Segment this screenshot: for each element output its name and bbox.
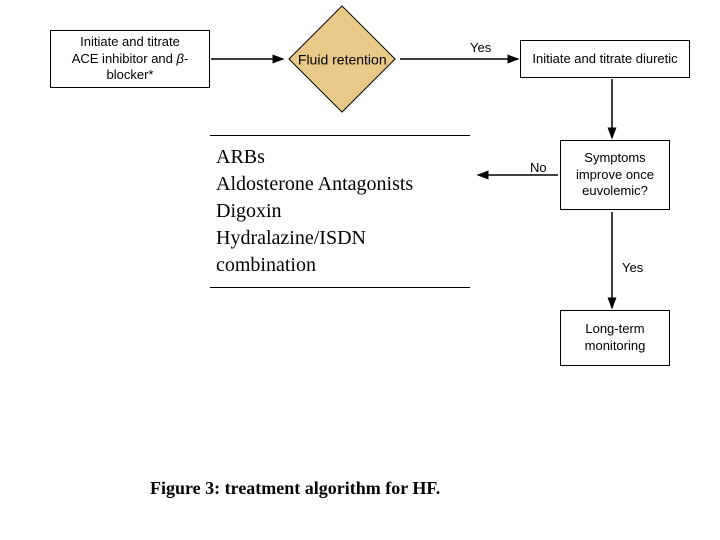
monitor-l2: monitoring — [585, 338, 646, 353]
decision-text: Fluid retention — [298, 51, 387, 67]
symptoms-l3: euvolemic? — [582, 183, 648, 198]
symptoms-l2: improve once — [576, 167, 654, 182]
therapy-0: ARBs — [216, 144, 464, 171]
edge-label-yes1: Yes — [470, 40, 491, 55]
symptoms-l1: Symptoms — [584, 150, 645, 165]
start-line1: Initiate and titrate — [80, 34, 180, 49]
therapy-2: Digoxin — [216, 198, 464, 225]
node-start: Initiate and titrate ACE inhibitor and β… — [50, 30, 210, 88]
node-symptoms: Symptoms improve once euvolemic? — [560, 140, 670, 210]
diuretic-text: Initiate and titrate diuretic — [532, 51, 677, 68]
therapies-list: ARBs Aldosterone Antagonists Digoxin Hyd… — [210, 135, 470, 288]
monitor-text: Long-term monitoring — [585, 321, 646, 355]
therapy-3: Hydralazine/ISDN combination — [216, 225, 464, 279]
node-decision: Fluid retention — [288, 5, 395, 112]
therapy-1: Aldosterone Antagonists — [216, 171, 464, 198]
monitor-l1: Long-term — [585, 321, 644, 336]
node-monitor: Long-term monitoring — [560, 310, 670, 366]
symptoms-text: Symptoms improve once euvolemic? — [576, 150, 654, 201]
figure-caption: Figure 3: treatment algorithm for HF. — [150, 478, 440, 499]
edge-label-no: No — [530, 160, 547, 175]
start-line2-prefix: ACE inhibitor and — [72, 51, 177, 66]
start-beta: β — [177, 51, 184, 66]
node-start-text: Initiate and titrate ACE inhibitor and β… — [57, 34, 203, 85]
edge-label-yes2: Yes — [622, 260, 643, 275]
node-diuretic: Initiate and titrate diuretic — [520, 40, 690, 78]
